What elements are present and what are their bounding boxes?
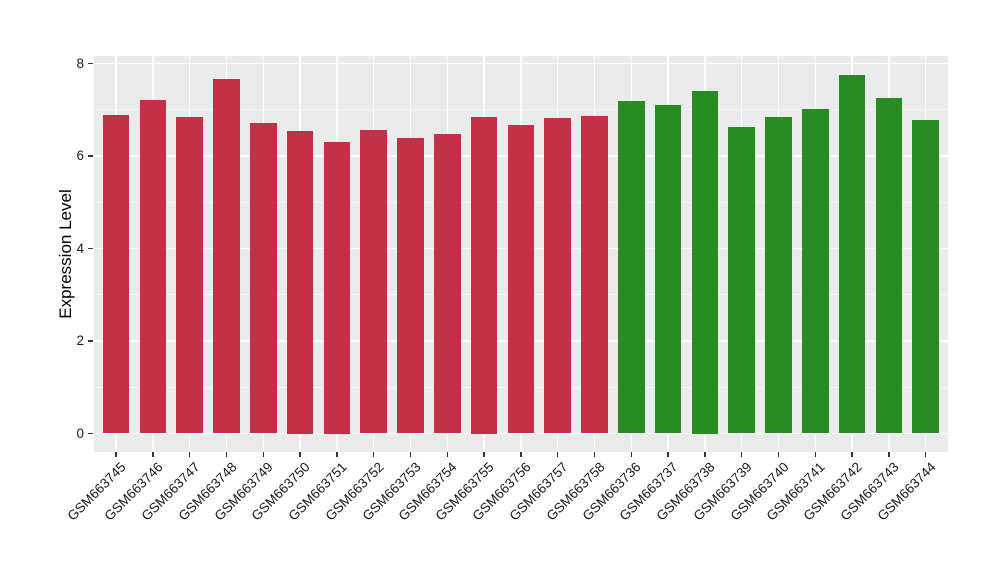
y-tick-label-6: 6 [76, 148, 84, 163]
x-tick-GSM663736 [630, 452, 633, 457]
x-tick-GSM663758 [593, 452, 596, 457]
bar-GSM663750 [286, 130, 314, 434]
bar-GSM663737 [654, 104, 682, 434]
bar-GSM663747 [176, 117, 203, 434]
x-tick-GSM663741 [814, 452, 817, 457]
x-tick-GSM663749 [262, 452, 265, 457]
x-tick-GSM663747 [188, 452, 191, 457]
x-tick-GSM663742 [851, 452, 853, 457]
x-tick-GSM663756 [520, 452, 522, 457]
x-tick-GSM663748 [225, 452, 228, 457]
plot-panel [94, 56, 948, 452]
bar-GSM663743 [875, 97, 903, 434]
x-tick-GSM663737 [667, 452, 669, 457]
x-tick-GSM663746 [152, 452, 154, 457]
bar-GSM663745 [102, 114, 130, 434]
x-tick-GSM663751 [336, 452, 338, 457]
bar-GSM663746 [139, 100, 167, 434]
x-tick-GSM663740 [777, 452, 780, 457]
bar-GSM663755 [470, 116, 498, 434]
bar-GSM663740 [765, 117, 792, 434]
bar-GSM663739 [728, 126, 755, 434]
bar-GSM663751 [323, 142, 351, 434]
y-tick-label-8: 8 [76, 55, 84, 71]
y-tick-2 [88, 340, 93, 342]
y-tick-label-2: 2 [76, 333, 84, 348]
bar-GSM663748 [213, 79, 240, 434]
y-tick-label-4: 4 [76, 240, 84, 256]
y-tick-6 [88, 155, 93, 157]
bar-GSM663749 [250, 123, 277, 434]
x-tick-GSM663744 [924, 452, 927, 457]
x-tick-GSM663753 [409, 452, 412, 457]
y-tick-0 [88, 432, 93, 435]
bar-GSM663744 [912, 120, 939, 434]
x-tick-GSM663752 [372, 452, 375, 457]
bar-GSM663757 [544, 117, 571, 434]
bar-GSM663742 [838, 74, 866, 434]
y-tick-8 [88, 62, 93, 65]
bar-GSM663758 [581, 116, 608, 434]
x-tick-GSM663743 [888, 452, 890, 457]
x-tick-GSM663757 [556, 452, 559, 457]
bar-GSM663741 [802, 108, 829, 434]
x-tick-GSM663750 [299, 452, 301, 457]
bar-GSM663736 [618, 101, 645, 434]
y-tick-label-0: 0 [76, 425, 84, 441]
bar-GSM663753 [397, 138, 424, 434]
x-tick-GSM663754 [446, 452, 449, 457]
bar-GSM663752 [360, 129, 387, 434]
x-tick-GSM663738 [704, 452, 706, 457]
y-tick-4 [88, 247, 93, 250]
bar-GSM663738 [691, 91, 719, 434]
bar-GSM663754 [434, 133, 461, 434]
bar-GSM663756 [507, 124, 535, 434]
x-tick-GSM663739 [740, 452, 743, 457]
x-tick-GSM663745 [115, 452, 117, 457]
x-tick-GSM663755 [483, 452, 485, 457]
